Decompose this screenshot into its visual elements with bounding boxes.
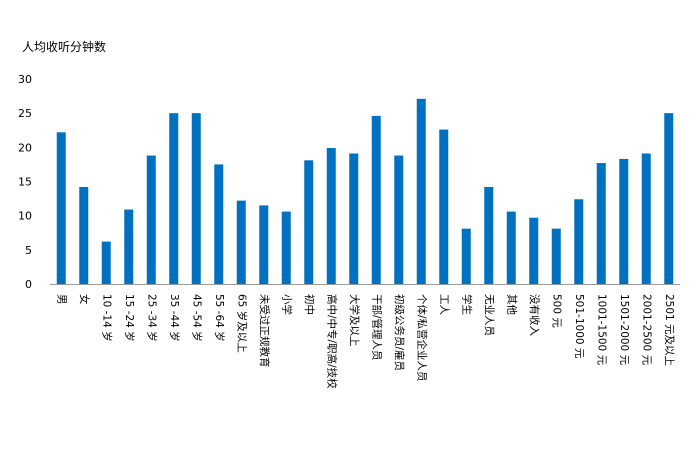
bar [56, 132, 66, 284]
y-tick-label: 20 [18, 141, 32, 154]
x-tick-label: 高中/中专/职高/技校 [325, 294, 338, 389]
bar [394, 155, 404, 284]
x-tick-label: 没有收入 [528, 294, 541, 336]
bars [56, 98, 674, 285]
x-tick-label: 未受过正规教育 [258, 294, 271, 368]
x-tick-label: 干部/管理人员 [370, 294, 383, 361]
x-tick-label: 65 岁及以上 [235, 294, 248, 353]
bar [236, 200, 246, 284]
bar [101, 241, 111, 284]
bar [124, 209, 134, 284]
x-tick-label: 15 -24 岁 [123, 294, 136, 342]
x-tick-label: 2501 元及以上 [663, 294, 675, 366]
bar [461, 228, 471, 284]
bar [214, 164, 224, 284]
y-tick-label: 25 [18, 107, 32, 120]
y-ticks: 0 5 10 15 20 25 30 [18, 73, 32, 291]
x-tick-label: 大学及以上 [348, 294, 361, 347]
bar [484, 186, 494, 284]
y-tick-label: 30 [18, 73, 32, 86]
bar [259, 205, 269, 284]
bar [169, 113, 179, 285]
x-tick-label: 501-1000 元 [573, 294, 585, 359]
bar [281, 211, 291, 284]
bar [596, 163, 606, 284]
x-tick-label: 25 -34 岁 [145, 294, 158, 342]
bar [146, 155, 156, 284]
bar [79, 186, 89, 284]
x-tick-label: 女 [78, 294, 91, 305]
bar [191, 113, 201, 285]
bar [641, 153, 651, 284]
x-tick-label: 500 元 [550, 294, 562, 328]
y-tick-label: 5 [25, 244, 32, 257]
bar [619, 158, 629, 284]
x-tick-label: 45 -54 岁 [190, 294, 203, 342]
bar [664, 113, 674, 285]
x-tick-label: 工人 [438, 294, 450, 315]
x-tick-label: 初级公务员/雇员 [393, 294, 406, 371]
bar [416, 98, 426, 284]
x-tick-label: 10 -14 岁 [100, 294, 113, 342]
bar [551, 228, 561, 284]
x-tick-label: 学生 [460, 294, 473, 315]
y-tick-label: 15 [18, 176, 32, 189]
x-tick-label: 小学 [280, 294, 293, 315]
bar [529, 217, 539, 284]
y-tick-label: 0 [25, 278, 32, 291]
bar [506, 211, 516, 284]
y-axis-label: 人均收听分钟数 [22, 40, 107, 54]
x-tick-label: 1501-2000 元 [618, 294, 630, 366]
bar [439, 129, 449, 284]
bar [349, 153, 359, 284]
bar [371, 115, 381, 285]
bar [326, 148, 336, 284]
x-tick-label: 初中 [303, 294, 316, 315]
bar [574, 199, 584, 284]
bar [304, 160, 314, 284]
x-tick-label: 1001-1500 元 [595, 294, 607, 366]
x-tick-label: 55 -64 岁 [213, 294, 226, 342]
x-tick-label: 个体/私营企业人员 [415, 294, 428, 382]
x-tick-label: 35 -44 岁 [168, 294, 181, 342]
x-tick-label: 无业人员 [483, 294, 495, 336]
x-tick-label: 男 [55, 294, 67, 305]
x-tick-label: 其他 [505, 294, 518, 315]
x-tick-label: 2001-2500 元 [640, 294, 652, 366]
y-tick-label: 10 [18, 210, 32, 223]
x-tick-labels: 男女 10 -14 岁 15 -24 岁 25 -34 岁 35 -44 岁 45 -54… [55, 294, 675, 389]
